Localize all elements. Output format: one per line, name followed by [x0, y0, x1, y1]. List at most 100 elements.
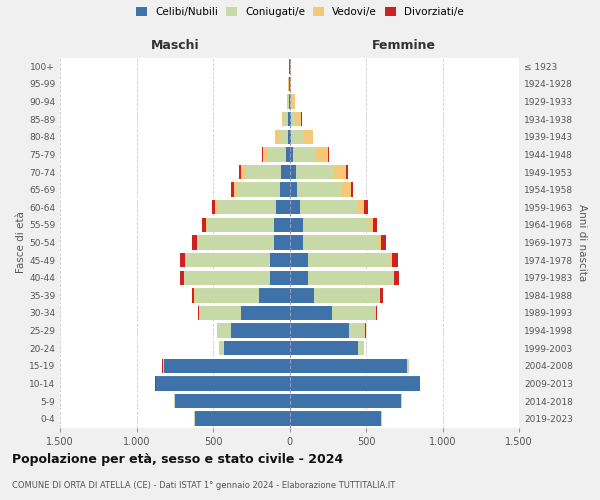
- Bar: [407, 358, 409, 373]
- Bar: [291, 112, 295, 126]
- Bar: [269, 270, 290, 285]
- Bar: [290, 165, 296, 179]
- Bar: [289, 94, 290, 109]
- Bar: [290, 341, 358, 355]
- Bar: [346, 165, 347, 179]
- Bar: [292, 130, 304, 144]
- Bar: [349, 324, 364, 338]
- Bar: [290, 376, 419, 390]
- Bar: [269, 253, 290, 268]
- Bar: [290, 76, 291, 91]
- Bar: [358, 200, 364, 214]
- Bar: [184, 270, 269, 285]
- Y-axis label: Anni di nascita: Anni di nascita: [577, 204, 587, 281]
- Bar: [290, 288, 314, 302]
- Bar: [206, 218, 207, 232]
- Bar: [295, 112, 301, 126]
- Bar: [179, 253, 185, 268]
- Text: Femmine: Femmine: [372, 39, 436, 52]
- Bar: [303, 236, 378, 250]
- Bar: [419, 376, 421, 390]
- Bar: [194, 412, 290, 426]
- Bar: [246, 165, 281, 179]
- Bar: [308, 253, 391, 268]
- Bar: [180, 270, 184, 285]
- Bar: [290, 112, 291, 126]
- Bar: [212, 200, 215, 214]
- Bar: [332, 306, 375, 320]
- Bar: [197, 236, 198, 250]
- Bar: [293, 147, 316, 162]
- Bar: [286, 147, 290, 162]
- Bar: [290, 358, 407, 373]
- Bar: [290, 306, 332, 320]
- Bar: [219, 341, 224, 355]
- Bar: [378, 236, 380, 250]
- Bar: [292, 94, 295, 109]
- Bar: [290, 324, 349, 338]
- Bar: [281, 165, 290, 179]
- Bar: [279, 130, 288, 144]
- Bar: [241, 165, 246, 179]
- Bar: [287, 94, 289, 109]
- Bar: [297, 182, 341, 197]
- Bar: [288, 130, 290, 144]
- Bar: [194, 288, 259, 302]
- Bar: [262, 147, 263, 162]
- Bar: [202, 218, 206, 232]
- Bar: [328, 147, 329, 162]
- Bar: [175, 394, 290, 408]
- Bar: [192, 288, 194, 302]
- Bar: [290, 236, 303, 250]
- Bar: [274, 236, 290, 250]
- Bar: [303, 218, 369, 232]
- Legend: Celibi/Nubili, Coniugati/e, Vedovi/e, Divorziati/e: Celibi/Nubili, Coniugati/e, Vedovi/e, Di…: [134, 5, 466, 20]
- Bar: [282, 112, 284, 126]
- Bar: [268, 147, 286, 162]
- Bar: [232, 324, 290, 338]
- Bar: [218, 200, 276, 214]
- Bar: [290, 253, 308, 268]
- Bar: [290, 147, 293, 162]
- Bar: [207, 218, 274, 232]
- Bar: [274, 218, 290, 232]
- Bar: [334, 165, 346, 179]
- Bar: [300, 200, 358, 214]
- Bar: [193, 236, 197, 250]
- Bar: [304, 130, 313, 144]
- Bar: [392, 253, 398, 268]
- Bar: [380, 236, 386, 250]
- Bar: [239, 165, 241, 179]
- Bar: [232, 182, 233, 197]
- Bar: [308, 270, 394, 285]
- Bar: [380, 288, 383, 302]
- Bar: [373, 218, 377, 232]
- Bar: [280, 182, 290, 197]
- Bar: [238, 182, 280, 197]
- Bar: [157, 376, 290, 390]
- Y-axis label: Fasce di età: Fasce di età: [16, 212, 26, 274]
- Bar: [358, 341, 364, 355]
- Bar: [199, 306, 241, 320]
- Bar: [369, 218, 373, 232]
- Bar: [290, 218, 303, 232]
- Bar: [263, 147, 268, 162]
- Bar: [290, 394, 401, 408]
- Bar: [259, 288, 290, 302]
- Bar: [376, 306, 377, 320]
- Text: Maschi: Maschi: [151, 39, 199, 52]
- Bar: [350, 182, 353, 197]
- Bar: [198, 306, 199, 320]
- Bar: [198, 236, 274, 250]
- Bar: [394, 270, 399, 285]
- Bar: [341, 182, 350, 197]
- Bar: [241, 306, 290, 320]
- Bar: [288, 112, 290, 126]
- Bar: [290, 130, 292, 144]
- Bar: [296, 165, 334, 179]
- Bar: [185, 253, 269, 268]
- Bar: [290, 412, 382, 426]
- Bar: [290, 200, 300, 214]
- Text: COMUNE DI ORTA DI ATELLA (CE) - Dati ISTAT 1° gennaio 2024 - Elaborazione TUTTIT: COMUNE DI ORTA DI ATELLA (CE) - Dati IST…: [12, 481, 395, 490]
- Bar: [215, 200, 218, 214]
